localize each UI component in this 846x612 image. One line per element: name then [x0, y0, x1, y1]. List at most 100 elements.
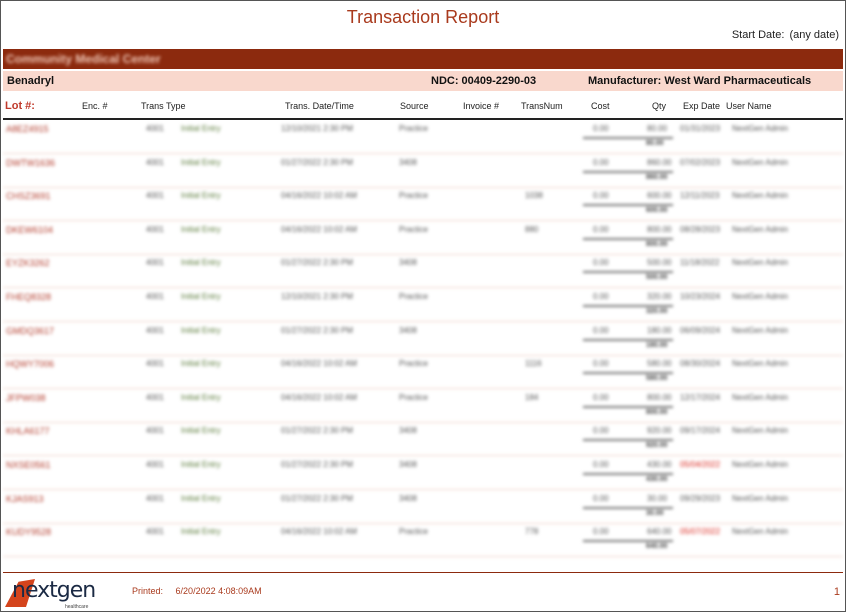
transaction-rows: A8EZ4915 4001 Initial Entry 12/10/2021 2:30…	[3, 120, 843, 568]
user-name-cell: NextGen Admin	[732, 460, 789, 469]
user-name-cell: NextGen Admin	[732, 258, 789, 268]
qty-cell: 430.00	[647, 460, 672, 469]
qty-cell: 320.00	[647, 292, 672, 301]
subtotal-rule	[583, 506, 673, 509]
col-user-name: User Name	[726, 101, 772, 111]
qty-cell: 800.00	[647, 224, 672, 234]
exp-date-cell: 09/29/2023	[680, 493, 721, 503]
qty-subtotal: 860.00	[646, 173, 668, 181]
table-row: KHLA6177 4001 Initial Entry 01/27/2022 2:30…	[3, 422, 843, 457]
user-name-cell: NextGen Admin	[732, 325, 789, 335]
qty-subtotal: 920.00	[646, 442, 668, 450]
enc-cell: 4001	[146, 157, 164, 167]
enc-cell: 4001	[146, 124, 164, 133]
exp-date-cell: 08/28/2023	[680, 224, 721, 234]
qty-cell: 600.00	[647, 191, 672, 201]
col-trans-type: Trans Type	[141, 101, 186, 111]
trans-type-cell: Initial Entry	[181, 392, 221, 402]
trans-type-cell: Initial Entry	[181, 426, 221, 436]
enc-cell: 4001	[146, 258, 164, 268]
source-cell: Practice	[399, 292, 428, 301]
lot-cell: NXSE0561	[6, 460, 51, 470]
table-row: DWTW1636 4001 Initial Entry 01/27/2022 2:30…	[3, 154, 843, 188]
table-row: A8EZ4915 4001 Initial Entry 12/10/2021 2:30…	[3, 120, 843, 154]
enc-cell: 4001	[146, 292, 164, 301]
trans-date-cell: 04/16/2022 10:02 AM	[281, 359, 358, 369]
user-name-cell: NextGen Admin	[732, 527, 789, 537]
table-row: HQWY7006 4001 Initial Entry 04/16/2022 10:0…	[3, 355, 843, 390]
trans-type-cell: Initial Entry	[181, 292, 221, 301]
trans-type-cell: Initial Entry	[181, 527, 221, 537]
col-cost: Cost	[591, 101, 610, 111]
qty-subtotal: 430.00	[646, 476, 668, 483]
col-trans-date: Trans. Date/Time	[285, 101, 354, 111]
table-row: CHSZ3691 4001 Initial Entry 04/16/2022 10:0…	[3, 187, 843, 222]
lot-cell: KUDY9528	[6, 527, 52, 538]
trans-date-cell: 01/27/2022 2:30 PM	[281, 426, 354, 436]
logo-wordmark: nextgen	[12, 578, 96, 603]
cost-cell: 0.00	[593, 124, 609, 133]
table-row: KJAS913 4001 Initial Entry 01/27/2022 2:30 …	[3, 490, 843, 524]
trans-date-cell: 12/10/2021 2:30 PM	[281, 124, 354, 133]
trans-date-cell: 01/27/2022 2:30 PM	[281, 258, 354, 268]
nextgen-logo: nextgen healthcare	[5, 577, 97, 610]
exp-date-cell: 05/04/2022	[680, 460, 721, 469]
trans-num-cell: 1038	[525, 191, 543, 201]
col-enc: Enc. #	[82, 101, 108, 111]
col-source: Source	[400, 101, 429, 111]
trans-type-cell: Initial Entry	[181, 359, 221, 369]
cost-cell: 0.00	[593, 527, 609, 537]
source-cell: 3408	[399, 426, 417, 436]
enc-cell: 4001	[146, 493, 164, 503]
qty-subtotal: 320.00	[646, 308, 668, 315]
printed-label: Printed:	[132, 586, 164, 596]
trans-type-cell: Initial Entry	[181, 191, 221, 201]
qty-cell: 30.00	[647, 493, 668, 503]
user-name-cell: NextGen Admin	[732, 426, 789, 436]
table-row: KUDY9528 4001 Initial Entry 04/16/2022 10:0…	[3, 523, 843, 558]
qty-cell: 800.00	[647, 392, 672, 402]
cost-cell: 0.00	[593, 258, 609, 268]
header-divider	[3, 118, 843, 120]
cost-cell: 0.00	[593, 460, 609, 469]
lot-cell: DKEW6104	[6, 224, 54, 235]
trans-type-cell: Initial Entry	[181, 460, 221, 469]
qty-cell: 860.00	[647, 157, 672, 167]
cost-cell: 0.00	[593, 325, 609, 335]
qty-subtotal: 640.00	[646, 543, 668, 551]
lot-cell: CHSZ3691	[6, 191, 51, 202]
subtotal-rule	[583, 540, 673, 543]
lot-cell: KJAS913	[6, 493, 44, 504]
col-qty: Qty	[652, 101, 667, 111]
cost-cell: 0.00	[593, 426, 609, 436]
enc-cell: 4001	[146, 460, 164, 469]
trans-date-cell: 04/16/2022 10:02 AM	[281, 392, 358, 402]
enc-cell: 4001	[146, 191, 164, 201]
exp-date-cell: 11/18/2022	[680, 258, 720, 268]
qty-subtotal: 800.00	[646, 240, 668, 248]
trans-date-cell: 01/27/2022 2:30 PM	[281, 157, 354, 167]
table-row: NXSE0561 4001 Initial Entry 01/27/2022 2:30…	[3, 456, 843, 490]
subtotal-rule	[583, 405, 673, 408]
source-cell: 3408	[399, 460, 417, 469]
cost-cell: 0.00	[593, 191, 609, 201]
qty-cell: 580.00	[647, 359, 672, 369]
user-name-cell: NextGen Admin	[732, 292, 789, 301]
enc-cell: 4001	[146, 426, 164, 436]
cost-cell: 0.00	[593, 292, 609, 301]
trans-type-cell: Initial Entry	[181, 124, 221, 133]
subtotal-rule	[583, 170, 673, 173]
org-header-bar: Community Medical Center	[3, 49, 843, 69]
qty-subtotal: 580.00	[646, 375, 668, 383]
qty-cell: 500.00	[647, 258, 672, 268]
report-title: Transaction Report	[346, 7, 500, 27]
table-row: EYZK3262 4001 Initial Entry 01/27/2022 2:30…	[3, 254, 843, 289]
trans-type-cell: Initial Entry	[181, 258, 221, 268]
footer-divider	[3, 572, 843, 573]
qty-subtotal: 500.00	[646, 274, 668, 282]
column-headers: Lot #: Enc. # Trans Type Trans. Date/Tim…	[3, 97, 843, 117]
enc-cell: 4001	[146, 325, 164, 335]
table-row: FHEQ8328 4001 Initial Entry 12/10/2021 2:30…	[3, 288, 843, 322]
trans-date-cell: 01/27/2022 2:30 PM	[281, 325, 354, 335]
